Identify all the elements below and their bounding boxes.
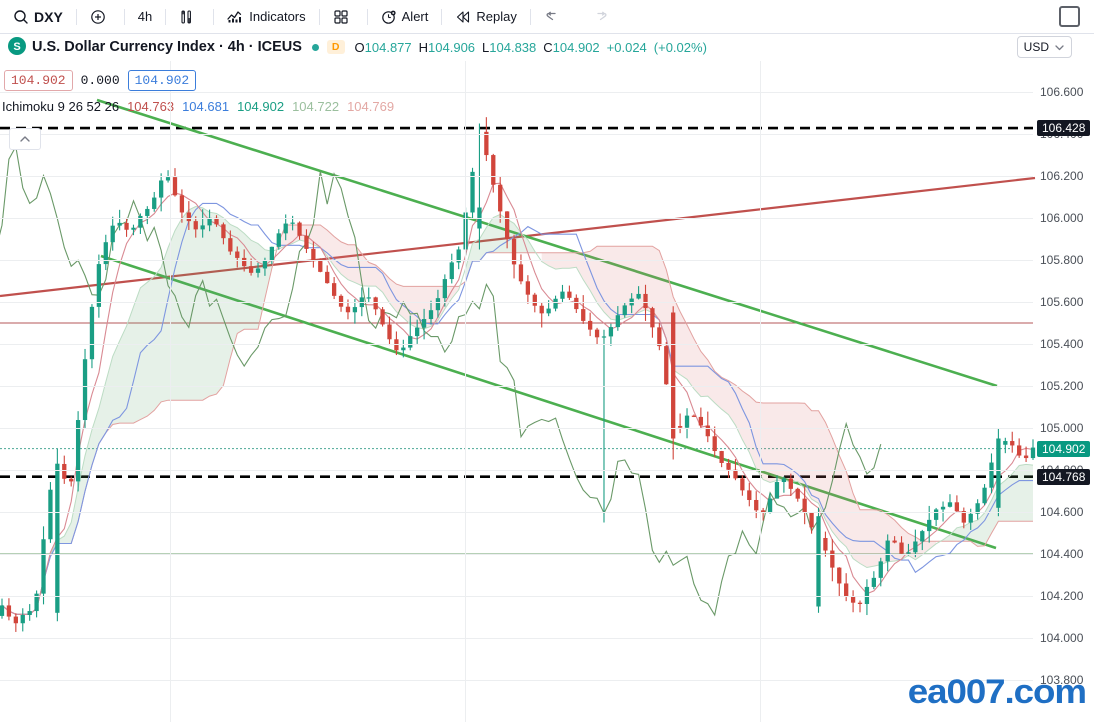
svg-text:S: S: [13, 41, 20, 53]
